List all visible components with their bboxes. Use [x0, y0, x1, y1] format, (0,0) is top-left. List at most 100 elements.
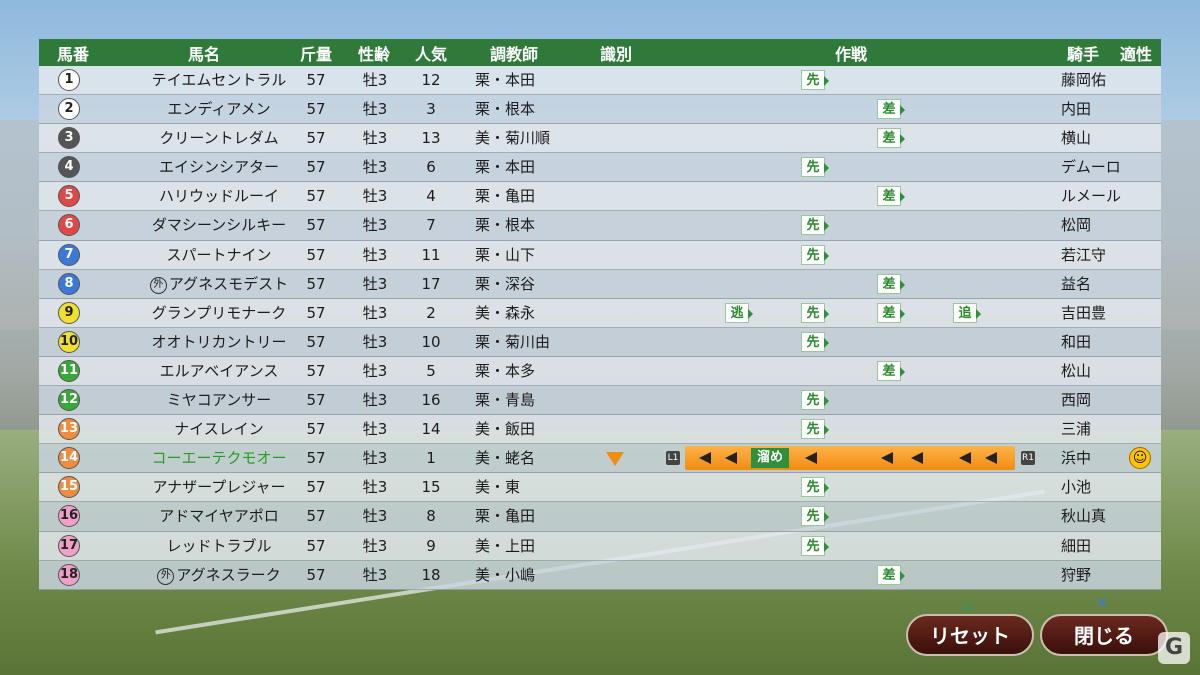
close-button[interactable]: 閉じる: [1040, 614, 1168, 656]
header-identify: 識別: [599, 44, 632, 64]
foreign-mark-icon: 外: [149, 276, 167, 294]
horse-weight: 57: [306, 216, 326, 235]
table-row[interactable]: 12 ミヤコアンサー 57 牡3 16 栗・青島 西岡 先: [39, 386, 1161, 416]
strategy-tag: 先: [801, 535, 829, 556]
horse-name: エルアベイアンス: [134, 357, 304, 385]
table-row[interactable]: 14 コーエーテクモオー 57 牡3 1 美・蛯名 浜中 L1 溜め R1 ☺: [39, 444, 1161, 474]
horse-weight: 57: [306, 100, 326, 119]
selection-marker-icon: [606, 452, 624, 467]
horse-name-text: コーエーテクモオー: [151, 449, 287, 468]
table-row[interactable]: 17 レッドトラブル 57 牡3 9 美・上田 細田 先: [39, 531, 1161, 561]
table-row[interactable]: 15 アナザープレジャー 57 牡3 15 美・東 小池 先: [39, 473, 1161, 503]
horse-sex-age: 牡3: [362, 507, 388, 526]
horse-number-badge: 3: [58, 127, 80, 150]
table-row[interactable]: 1 テイエムセントラル 57 牡3 12 栗・本田 藤岡佑 先: [39, 66, 1161, 96]
horse-trainer: 栗・根本: [475, 100, 536, 119]
horse-trainer: 美・森永: [475, 303, 536, 322]
table-row[interactable]: 18 外アグネスラーク 57 牡3 18 美・小嶋 狩野差: [39, 560, 1161, 590]
horse-number-badge: 17: [58, 534, 80, 557]
table-row[interactable]: 10 オオトリカントリー 57 牡3 10 栗・菊川由 和田 先: [39, 327, 1161, 357]
foreign-mark-icon: 外: [157, 567, 175, 585]
left-arrow-icon: [805, 452, 817, 465]
horse-jockey: 吉田豊: [1061, 303, 1107, 322]
table-row[interactable]: 3 クリーントレダム 57 牡3 13 美・菊川順 横山 差: [39, 124, 1161, 154]
horse-name: クリーントレダム: [134, 124, 304, 152]
table-row[interactable]: 4 エイシンシアター 57 牡3 6 栗・本田 デムーロ 先: [39, 153, 1161, 183]
table-row[interactable]: 13 ナイスレイン 57 牡3 14 美・飯田 三浦 先: [39, 415, 1161, 445]
horse-number-badge: 4: [58, 156, 80, 179]
horse-sex-age: 牡3: [362, 420, 388, 439]
left-arrow-icon: [985, 452, 997, 465]
horse-rows: 1 テイエムセントラル 57 牡3 12 栗・本田 藤岡佑先 2 エンディアメン 57 牡3 3 栗・根…: [39, 66, 1161, 590]
strategy-tag: 先: [801, 70, 829, 90]
horse-trainer: 栗・青島: [475, 391, 536, 410]
horse-number-badge: 1: [58, 69, 80, 91]
strategy-tag: 先: [801, 331, 829, 352]
horse-popularity: 13: [421, 129, 441, 148]
horse-trainer: 美・小嶋: [475, 565, 536, 584]
table-row[interactable]: 6 ダマシーンシルキー 57 牡3 7 栗・根本 松岡 先: [39, 211, 1161, 241]
horse-sex-age: 牡3: [362, 187, 388, 206]
l1-button-icon[interactable]: L1: [666, 451, 680, 466]
horse-weight: 57: [306, 303, 326, 322]
horse-popularity: 12: [421, 71, 441, 89]
strategy-tag: 先: [801, 390, 829, 411]
reset-button[interactable]: リセット: [906, 614, 1034, 656]
header-sexage: 性齢: [357, 44, 390, 64]
horse-number-badge: 18: [58, 563, 80, 586]
header-weight: 斤量: [299, 44, 332, 64]
strategy-tag: 先: [801, 419, 829, 440]
table-row[interactable]: 7 スパートナイン 57 牡3 11 栗・山下 若江守 先: [39, 240, 1161, 270]
horse-popularity: 8: [426, 507, 436, 526]
horse-name: オオトリカントリー: [134, 328, 304, 356]
strategy-tag: 先: [801, 506, 829, 527]
horse-popularity: 4: [426, 187, 436, 206]
horse-number-badge: 2: [58, 98, 80, 121]
horse-number-badge: 14: [58, 447, 80, 470]
horse-popularity: 17: [421, 274, 441, 293]
horse-number-badge: 8: [58, 272, 80, 295]
horse-jockey: デムーロ: [1061, 158, 1121, 177]
horse-number-badge: 10: [58, 330, 80, 353]
left-arrow-icon: [725, 452, 737, 465]
horse-jockey: 益名: [1061, 274, 1092, 293]
strategy-tag: 先: [801, 302, 829, 323]
strategy-tag: 差: [877, 273, 905, 294]
left-arrow-icon: [959, 452, 971, 465]
header-pop: 人気: [414, 44, 447, 64]
horse-sex-age: 牡3: [362, 245, 388, 264]
horse-trainer: 美・飯田: [475, 420, 536, 439]
horse-trainer: 栗・山下: [475, 245, 536, 264]
table-row[interactable]: 11 エルアベイアンス 57 牡3 5 栗・本多 松山 差: [39, 356, 1161, 387]
watermark-logo-icon: G: [1158, 632, 1190, 664]
r1-button-icon[interactable]: R1: [1021, 451, 1035, 466]
horse-name-text: エンディアメン: [167, 100, 271, 119]
horse-name: スパートナイン: [134, 241, 304, 269]
horse-jockey: 松山: [1061, 361, 1092, 380]
horse-trainer: 栗・深谷: [475, 274, 536, 293]
horse-weight: 57: [306, 158, 326, 177]
horse-jockey: 秋山真: [1061, 507, 1107, 526]
horse-weight: 57: [306, 71, 326, 89]
strategy-tag: 差: [877, 302, 905, 323]
horse-sex-age: 牡3: [362, 361, 388, 380]
table-row[interactable]: 2 エンディアメン 57 牡3 3 栗・根本 内田 差: [39, 95, 1161, 125]
horse-jockey: 狩野: [1061, 565, 1092, 584]
horse-popularity: 16: [421, 391, 441, 410]
horse-name: レッドトラブル: [134, 532, 304, 560]
horse-name-text: クリーントレダム: [159, 129, 279, 148]
horse-weight: 57: [306, 449, 326, 468]
horse-name-text: オオトリカントリー: [151, 332, 287, 351]
table-row[interactable]: 16 アドマイヤアポロ 57 牡3 8 栗・亀田 秋山真 先: [39, 502, 1161, 532]
table-row[interactable]: 8 外アグネスモデスト 57 牡3 17 栗・深谷 益名差: [39, 269, 1161, 299]
horse-jockey: ルメール: [1061, 187, 1122, 206]
header-jockey: 騎手: [1066, 44, 1099, 64]
horse-name: 外アグネスモデスト: [134, 270, 304, 298]
table-row[interactable]: 9 グランプリモナーク 57 牡3 2 美・森永 吉田豊 逃 先 差 追: [39, 298, 1161, 328]
table-row[interactable]: 5 ハリウッドルーイ 57 牡3 4 栗・亀田 ルメール 差: [39, 182, 1161, 212]
horse-name-text: ハリウッドルーイ: [158, 187, 279, 206]
horse-name: ダマシーンシルキー: [134, 211, 304, 239]
horse-number-badge: 5: [58, 185, 80, 208]
horse-popularity: 7: [426, 216, 436, 235]
horse-jockey: 若江守: [1061, 245, 1107, 264]
